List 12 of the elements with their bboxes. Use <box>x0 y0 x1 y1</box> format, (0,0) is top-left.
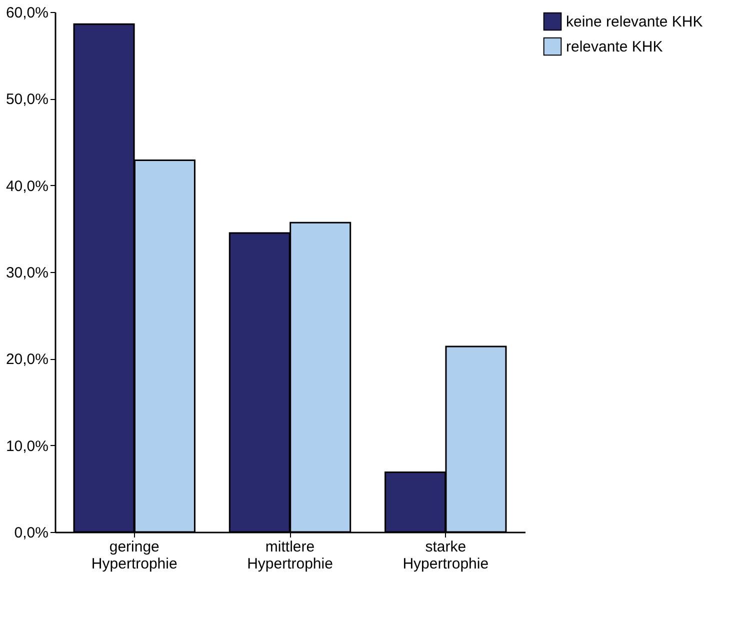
y-tick-label: 60,0% <box>6 4 48 22</box>
y-tick-label: 50,0% <box>6 91 48 108</box>
y-tick-label: 20,0% <box>6 351 48 368</box>
legend-label: relevante KHK <box>566 38 663 56</box>
legend-label: keine relevante KHK <box>566 14 703 30</box>
y-tick-label: 10,0% <box>6 438 48 455</box>
y-tick-label: 0,0% <box>14 524 48 542</box>
y-tick-label: 40,0% <box>6 178 48 195</box>
x-tick-label: geringe Hypertrophie <box>91 538 178 572</box>
y-tick-label: 30,0% <box>6 264 48 282</box>
x-tick-label: starke Hypertrophie <box>402 538 489 572</box>
x-tick-label: mittlere Hypertrophie <box>247 538 333 572</box>
